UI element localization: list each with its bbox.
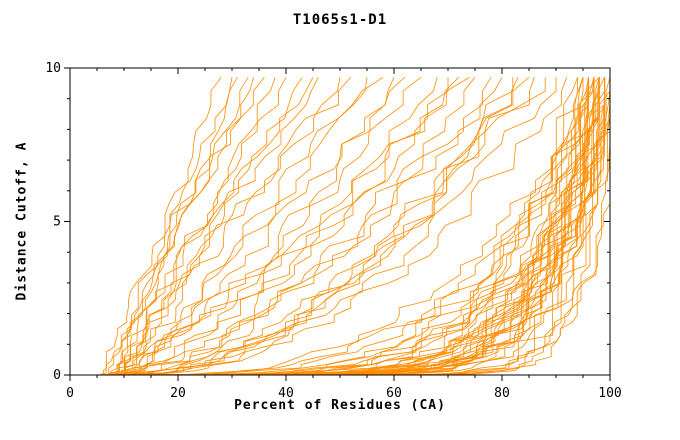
model-curve: [123, 77, 606, 376]
model-curve: [123, 77, 514, 376]
model-curve: [118, 77, 611, 376]
model-curve: [113, 77, 449, 376]
model-curve: [128, 77, 368, 376]
axis-ticks: [64, 67, 611, 381]
model-curve: [134, 77, 557, 376]
x-tick-label: 100: [598, 386, 621, 401]
x-tick-label: 20: [170, 386, 186, 401]
model-curve: [96, 77, 233, 376]
model-curve: [118, 77, 579, 376]
x-tick-label: 0: [66, 386, 74, 401]
model-curve: [107, 77, 438, 376]
model-curve: [102, 77, 600, 376]
model-curve: [113, 77, 606, 376]
model-curve: [96, 76, 600, 376]
model-curve: [102, 77, 589, 376]
model-curve: [118, 76, 352, 375]
model-curve: [123, 77, 319, 376]
model-curve: [134, 77, 395, 375]
x-axis-label: Percent of Residues (CA): [234, 398, 446, 413]
x-tick-label: 40: [278, 386, 294, 401]
x-tick-label: 60: [386, 386, 402, 401]
model-curve: [107, 77, 589, 376]
model-curve: [129, 77, 606, 376]
model-curve: [107, 76, 238, 375]
model-curve: [107, 77, 611, 376]
model-curves: [96, 76, 611, 376]
model-curve: [107, 77, 578, 376]
model-curve: [118, 77, 606, 376]
model-curve: [107, 77, 595, 376]
model-curve: [113, 77, 606, 376]
tick-labels: 0 20 40 60 80 100 0 5 10: [45, 61, 621, 401]
model-curve: [101, 76, 249, 375]
model-curve: [128, 76, 384, 375]
model-curve: [118, 77, 595, 376]
model-curve: [134, 77, 606, 376]
model-curve: [123, 77, 611, 376]
model-curve: [113, 77, 535, 376]
model-curve: [102, 76, 406, 376]
model-curve: [113, 77, 584, 376]
model-curve: [129, 77, 595, 376]
model-curve: [102, 77, 595, 376]
model-curve: [123, 76, 503, 375]
model-curve: [102, 76, 222, 376]
model-curve: [123, 77, 341, 375]
model-curve: [129, 76, 530, 376]
model-curve: [140, 77, 611, 376]
model-curve: [118, 77, 287, 376]
y-tick-label: 0: [53, 368, 61, 383]
model-curve: [107, 77, 606, 376]
y-tick-label: 5: [53, 215, 61, 230]
y-tick-label: 10: [45, 61, 61, 76]
model-curve: [123, 77, 600, 376]
model-curve: [118, 77, 568, 376]
chart-title: T1065s1-D1: [292, 12, 388, 28]
model-curve: [112, 77, 255, 375]
model-curve: [102, 77, 584, 376]
model-curve: [107, 76, 265, 375]
model-curve: [118, 76, 303, 375]
model-curve: [113, 77, 611, 376]
model-curve: [113, 76, 460, 376]
model-curve: [129, 77, 600, 376]
y-axis-label: Distance Cutoff, A: [14, 141, 30, 301]
model-curve: [102, 76, 470, 376]
model-curve: [107, 77, 519, 376]
x-tick-label: 80: [494, 386, 510, 401]
model-curve: [118, 76, 476, 376]
model-curve: [129, 77, 546, 376]
model-curve: [140, 77, 606, 376]
model-curve: [107, 76, 422, 376]
